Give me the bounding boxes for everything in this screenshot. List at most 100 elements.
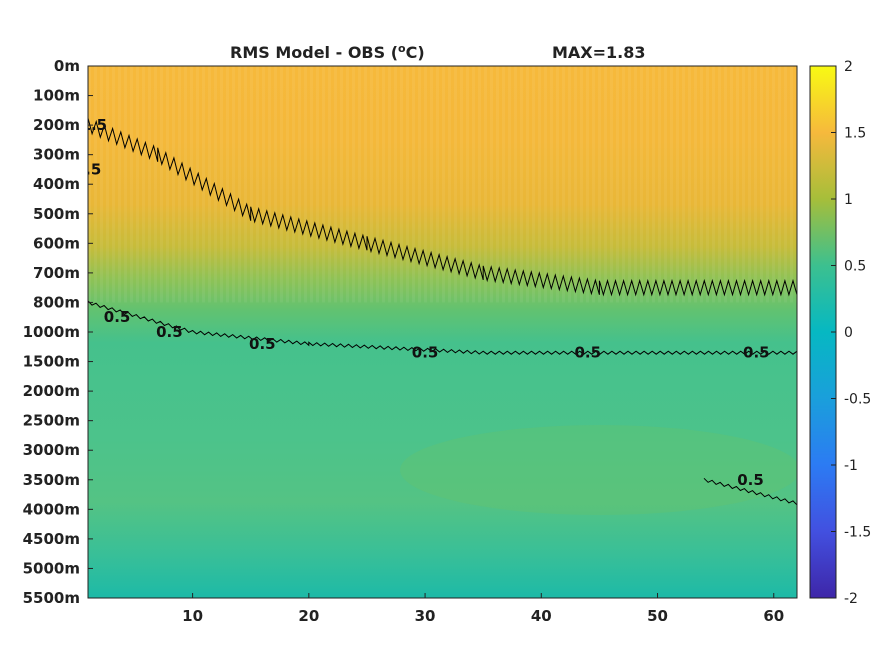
heatmap-stripe xyxy=(610,66,613,303)
contour-label: 0.5 xyxy=(743,344,770,362)
heatmap-stripe xyxy=(100,66,103,303)
heatmap-stripe xyxy=(208,66,211,303)
heatmap-stripe xyxy=(736,66,739,303)
heatmap-stripe xyxy=(724,66,727,303)
heatmap-stripe xyxy=(394,66,397,303)
heatmap-stripe xyxy=(238,66,241,303)
heatmap-stripe xyxy=(118,66,121,303)
heatmap-stripe xyxy=(526,66,529,303)
heatmap-stripe xyxy=(328,66,331,303)
max-value-label: MAX=1.83 xyxy=(552,43,646,62)
heatmap-stripe xyxy=(508,66,511,303)
heatmap-stripe xyxy=(712,66,715,303)
heatmap-stripe xyxy=(454,66,457,303)
colorbar-tick-label: 2 xyxy=(844,59,853,75)
heatmap-stripe xyxy=(748,66,751,303)
heatmap-stripe xyxy=(106,66,109,303)
y-tick-label: 3500m xyxy=(23,471,80,489)
y-tick-label: 4000m xyxy=(23,500,80,518)
y-tick-label: 700m xyxy=(33,264,80,282)
heatmap-stripe xyxy=(718,66,721,303)
heatmap-stripe xyxy=(742,66,745,303)
heatmap-stripe xyxy=(322,66,325,303)
x-axis-ticks: 10 20 30 40 50 60 xyxy=(182,593,784,625)
heatmap-stripe xyxy=(94,66,97,303)
heatmap-stripe xyxy=(370,66,373,303)
y-axis-ticks: 0m 100m 200m 300m 400m 500m 600m 700m 800m 1000m 1… xyxy=(23,57,93,607)
y-tick-label: 5000m xyxy=(23,559,80,577)
heatmap-stripe xyxy=(334,66,337,303)
heatmap-stripe xyxy=(364,66,367,303)
y-tick-label: 300m xyxy=(33,146,80,164)
heatmap-stripe xyxy=(274,66,277,303)
heatmap-stripe xyxy=(646,66,649,303)
y-tick-label: 1000m xyxy=(23,323,80,341)
heatmap-stripe xyxy=(538,66,541,303)
heatmap-stripe xyxy=(502,66,505,303)
heatmap-stripe xyxy=(490,66,493,303)
plot-area: 0.5 0.5 0.5 0.5 0.5 0.5 0.5 1.5 0.5 xyxy=(75,66,797,598)
y-tick-label: 2500m xyxy=(23,412,80,430)
heatmap-stripe xyxy=(358,66,361,303)
heatmap-stripe xyxy=(484,66,487,303)
heatmap-stripe xyxy=(388,66,391,303)
heatmap-stripe xyxy=(448,66,451,303)
heatmap-stripe xyxy=(466,66,469,303)
heatmap-stripe xyxy=(262,66,265,303)
heatmap-stripe xyxy=(112,66,115,303)
heatmap-stripe xyxy=(772,66,775,303)
y-tick-label: 100m xyxy=(33,87,80,105)
heatmap-stripe xyxy=(154,66,157,303)
heatmap-stripe xyxy=(148,66,151,303)
colorbar-tick-label: -2 xyxy=(844,591,858,607)
contour-label: 0.5 xyxy=(574,344,601,362)
heatmap-stripe xyxy=(700,66,703,303)
contour-line xyxy=(703,477,797,506)
heatmap-stripe xyxy=(544,66,547,303)
heatmap-stripe xyxy=(286,66,289,303)
x-tick-label: 40 xyxy=(531,607,552,625)
heatmap-stripe xyxy=(244,66,247,303)
heatmap-stripe xyxy=(640,66,643,303)
contour-label: 0.5 xyxy=(75,160,102,178)
colorbar-tick-label: 0.5 xyxy=(844,259,866,275)
heatmap-stripe xyxy=(790,66,793,303)
heatmap-stripe xyxy=(574,66,577,303)
y-tick-label: 5500m xyxy=(23,589,80,607)
heatmap-stripe xyxy=(706,66,709,303)
heatmap-stripe xyxy=(202,66,205,303)
x-tick-label: 10 xyxy=(182,607,203,625)
chart-title: RMS Model - OBS (oC) xyxy=(230,42,425,62)
heatmap-stripe xyxy=(316,66,319,303)
heatmap-stripe xyxy=(766,66,769,303)
colorbar-tick-label: 0 xyxy=(844,325,853,341)
heatmap-stripe xyxy=(532,66,535,303)
heatmap-stripe xyxy=(172,66,175,303)
heatmap-stripe xyxy=(280,66,283,303)
y-tick-label: 0m xyxy=(54,57,80,75)
heatmap-stripe xyxy=(166,66,169,303)
y-tick-label: 1500m xyxy=(23,353,80,371)
heatmap-stripe xyxy=(754,66,757,303)
heatmap-stripe xyxy=(550,66,553,303)
heatmap-stripe xyxy=(400,66,403,303)
heatmap-stripe xyxy=(598,66,601,303)
heatmap-stripe xyxy=(592,66,595,303)
contour-label: 0.5 xyxy=(249,335,276,353)
heatmap-stripe xyxy=(184,66,187,303)
heatmap-stripe xyxy=(556,66,559,303)
heatmap-stripe xyxy=(682,66,685,303)
heatmap-stripe xyxy=(760,66,763,303)
colorbar-ticks: 2 1.5 1 0.5 0 -0.5 -1 -1.5 -2 xyxy=(831,59,871,607)
contour-line xyxy=(88,300,797,355)
heatmap-stripe xyxy=(178,66,181,303)
heatmap-stripe xyxy=(436,66,439,303)
heatmap-stripe xyxy=(424,66,427,303)
heatmap-stripe xyxy=(298,66,301,303)
heatmap-stripe xyxy=(406,66,409,303)
contour-label: 0.5 xyxy=(104,308,131,326)
heatmap-stripe xyxy=(652,66,655,303)
heatmap-stripe xyxy=(580,66,583,303)
heatmap-stripe xyxy=(346,66,349,303)
heatmap-stripe xyxy=(568,66,571,303)
